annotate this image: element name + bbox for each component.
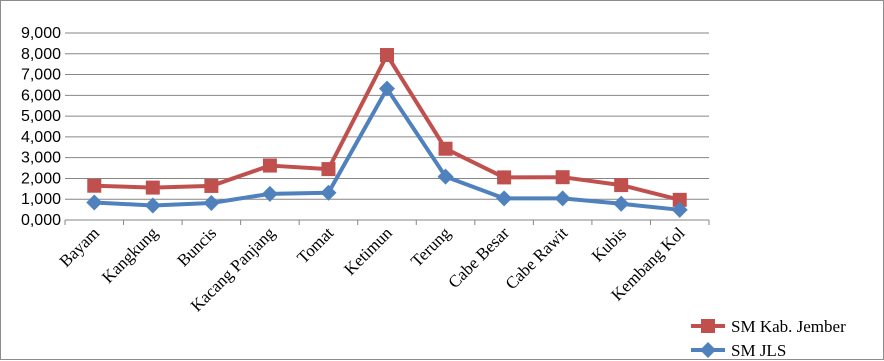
- data-point: [204, 178, 219, 193]
- data-point: [438, 141, 453, 156]
- data-point: [614, 178, 629, 193]
- x-tick-label: Kubis: [588, 223, 630, 265]
- y-axis-ticks: 0,000 1,000 2,000 3,000 4,000 5,000 6,000 7,000…: [21, 25, 61, 229]
- data-point: [320, 184, 337, 201]
- legend: SM Kab. Jember SM JLS: [691, 317, 846, 360]
- data-point: [671, 201, 688, 218]
- data-point: [437, 168, 454, 185]
- x-tick-label: Buncis: [173, 223, 220, 270]
- data-point: [555, 170, 570, 185]
- y-tick-label: 4,000: [21, 129, 61, 146]
- series-line: [94, 86, 680, 212]
- y-tick-label: 5,000: [21, 108, 61, 125]
- y-tick-label: 2,000: [21, 170, 61, 187]
- data-point: [203, 194, 220, 211]
- x-tick-label: Ketimun: [340, 223, 396, 279]
- data-point: [321, 162, 336, 177]
- data-point: [379, 80, 395, 97]
- x-tick-label: Kangkung: [98, 223, 162, 287]
- data-point: [145, 180, 160, 195]
- data-point: [554, 190, 571, 207]
- y-tick-label: 6,000: [21, 87, 61, 104]
- y-tick-label: 7,000: [21, 67, 61, 84]
- data-point: [87, 178, 102, 193]
- x-tick-label: Terung: [407, 223, 455, 271]
- y-tick-label: 0,000: [21, 212, 61, 229]
- y-tick-label: 9,000: [21, 25, 61, 42]
- legend-label: SM Kab. Jember: [731, 317, 846, 336]
- legend-marker: [700, 342, 716, 358]
- data-point: [86, 194, 103, 211]
- y-tick-label: 3,000: [21, 150, 61, 167]
- data-point: [496, 190, 513, 207]
- series-layer: [86, 48, 688, 218]
- x-tick-label: Bayam: [56, 223, 103, 270]
- data-point: [262, 158, 277, 173]
- legend-marker: [701, 319, 715, 333]
- data-point: [672, 192, 687, 207]
- data-point: [261, 185, 278, 202]
- data-point: [380, 48, 394, 63]
- data-point: [497, 170, 512, 185]
- x-tick-label: Cabe Rawit: [502, 223, 572, 293]
- data-point: [144, 197, 161, 214]
- y-tick-label: 8,000: [21, 46, 61, 63]
- data-point: [613, 195, 630, 212]
- x-tick-label: Tomat: [293, 223, 337, 267]
- legend-label: SM JLS: [731, 341, 786, 360]
- y-tick-label: 1,000: [21, 191, 61, 208]
